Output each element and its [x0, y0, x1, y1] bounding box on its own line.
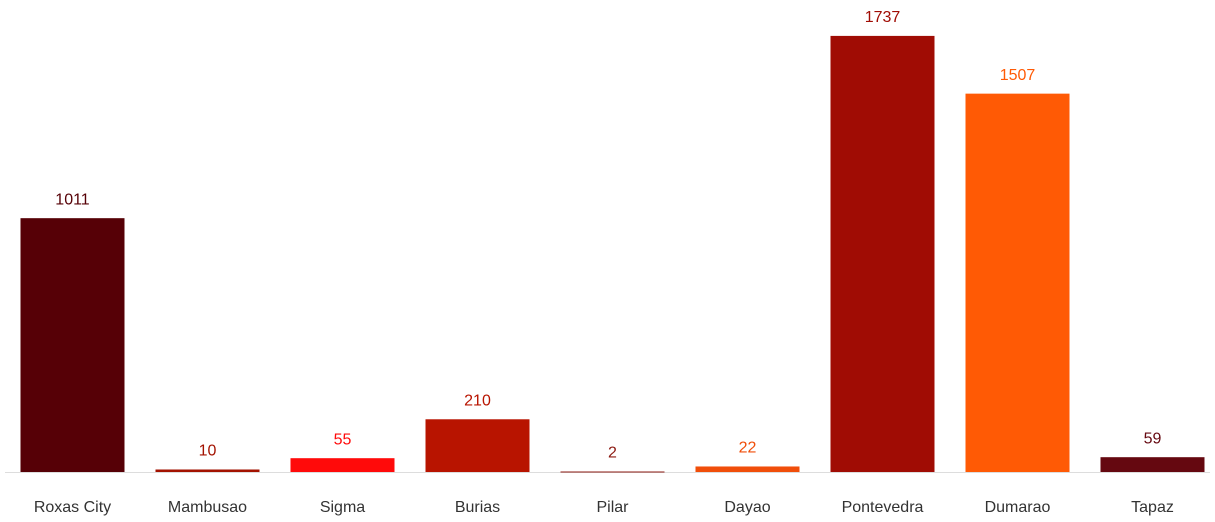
x-tick-label: Sigma: [320, 499, 365, 516]
bar: [830, 35, 935, 472]
x-tick-label: Pilar: [596, 499, 629, 516]
value-label: 55: [334, 431, 352, 448]
value-label: 1507: [1000, 67, 1036, 84]
bar: [695, 466, 800, 472]
value-label: 1011: [55, 191, 90, 208]
x-tick-label: Dumarao: [985, 499, 1051, 516]
value-label: 210: [464, 392, 491, 409]
x-tick-label: Mambusao: [168, 499, 247, 516]
value-label: 2: [608, 445, 617, 462]
x-tick-label: Pontevedra: [842, 499, 924, 516]
value-label: 59: [1144, 430, 1162, 447]
bar: [965, 93, 1070, 473]
bar: [1100, 457, 1205, 472]
x-tick-label: Dayao: [724, 499, 770, 516]
bar: [20, 218, 125, 472]
x-tick-label: Tapaz: [1131, 499, 1174, 516]
bar: [425, 419, 530, 472]
bar: [155, 469, 260, 472]
bar: [290, 458, 395, 472]
x-tick-label: Burias: [455, 499, 500, 516]
value-label: 1737: [865, 9, 901, 26]
value-label: 10: [199, 443, 217, 460]
x-tick-label: Roxas City: [34, 499, 111, 516]
bar: [560, 471, 665, 473]
value-label: 22: [739, 440, 757, 457]
